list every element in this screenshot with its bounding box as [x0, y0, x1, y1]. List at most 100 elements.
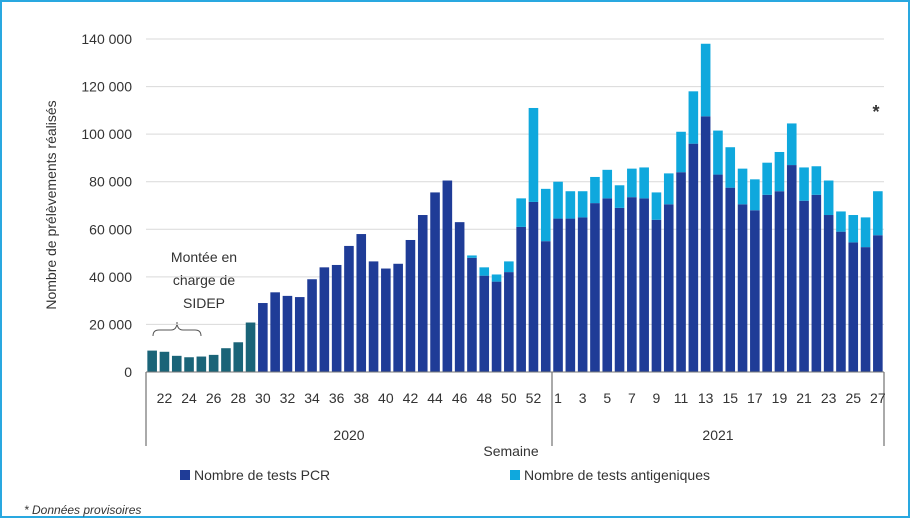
x-group-label: 2020: [333, 427, 364, 443]
bar: [651, 219, 662, 372]
bar: [774, 151, 785, 192]
bar: [750, 210, 760, 372]
y-tick-label: 140 000: [81, 31, 132, 47]
bar: [171, 355, 182, 372]
x-tick-label: 52: [526, 390, 542, 406]
bar: [454, 222, 465, 372]
x-tick-label: 1: [554, 390, 562, 406]
bar: [873, 191, 883, 236]
bar: [504, 272, 514, 372]
bar: [528, 201, 539, 372]
bar: [590, 203, 600, 372]
legend-label: Nombre de tests antigeniques: [524, 467, 710, 483]
x-tick-label: 32: [280, 390, 296, 406]
annotation: Montée en: [171, 249, 237, 265]
bar: [565, 191, 576, 219]
bar: [811, 166, 822, 195]
x-tick-label: 30: [255, 390, 271, 406]
bar: [208, 354, 219, 372]
bar: [676, 131, 686, 173]
x-tick-label: 5: [603, 390, 611, 406]
x-tick-label: 38: [353, 390, 369, 406]
x-tick-label: 17: [747, 390, 763, 406]
bar: [184, 357, 194, 372]
legend-label: Nombre de tests PCR: [194, 467, 330, 483]
bar: [762, 194, 772, 372]
bar: [577, 217, 588, 372]
bar: [762, 162, 772, 195]
bar: [344, 245, 354, 372]
bar: [479, 275, 490, 372]
brace: [152, 321, 202, 337]
bar: [393, 263, 403, 372]
x-tick-label: 46: [452, 390, 468, 406]
y-tick-label: 20 000: [89, 316, 132, 332]
bar: [737, 168, 748, 205]
bar: [750, 179, 760, 211]
bar: [663, 204, 674, 372]
bar: [381, 268, 391, 372]
bar: [651, 192, 662, 220]
x-tick-label: 19: [772, 390, 788, 406]
x-tick-label: 24: [181, 390, 197, 406]
bar: [639, 198, 649, 372]
bar: [356, 234, 367, 372]
bar: [786, 123, 797, 166]
bar: [307, 279, 317, 372]
bar: [491, 281, 502, 372]
bar: [860, 217, 871, 248]
bar: [577, 191, 588, 218]
x-tick-label: 36: [329, 390, 345, 406]
x-tick-label: 25: [845, 390, 861, 406]
bar: [319, 267, 330, 372]
bar: [331, 264, 342, 372]
bar: [147, 350, 157, 372]
bar: [700, 43, 711, 117]
bar: [602, 198, 613, 372]
bar: [430, 192, 440, 372]
y-tick-label: 120 000: [81, 79, 132, 95]
bar: [270, 292, 280, 372]
x-tick-label: 42: [403, 390, 419, 406]
bar: [823, 215, 834, 372]
x-tick-label: 7: [628, 390, 636, 406]
bar: [774, 191, 785, 372]
x-tick-label: 34: [304, 390, 320, 406]
x-tick-label: 23: [821, 390, 837, 406]
bar: [602, 169, 613, 199]
provisional-marker: *: [872, 102, 879, 122]
bar: [627, 168, 637, 198]
bar: [258, 303, 268, 372]
bar: [467, 257, 477, 372]
bar: [553, 218, 563, 372]
legend-swatch: [510, 470, 520, 480]
bar: [848, 242, 859, 372]
bar: [688, 143, 699, 372]
bar: [663, 173, 674, 205]
annotation: SIDEP: [183, 295, 225, 311]
bar: [282, 295, 293, 372]
bar: [196, 356, 207, 372]
y-tick-label: 60 000: [89, 221, 132, 237]
bar: [700, 116, 711, 372]
bar: [159, 351, 170, 372]
x-tick-label: 3: [579, 390, 587, 406]
x-tick-label: 9: [653, 390, 661, 406]
bar: [725, 187, 736, 372]
x-group-label: 2021: [702, 427, 733, 443]
bar: [848, 215, 859, 243]
bar: [405, 239, 416, 372]
bar: [479, 267, 490, 276]
x-tick-label: 44: [427, 390, 443, 406]
bar: [627, 197, 637, 372]
bar: [614, 207, 625, 372]
y-tick-label: 0: [124, 364, 132, 380]
footnote: * Données provisoires: [24, 503, 141, 517]
bar: [368, 261, 379, 372]
bar: [442, 180, 453, 372]
y-tick-label: 40 000: [89, 269, 132, 285]
bar: [233, 342, 244, 372]
annotation: charge de: [173, 272, 235, 288]
bar: [713, 130, 723, 175]
